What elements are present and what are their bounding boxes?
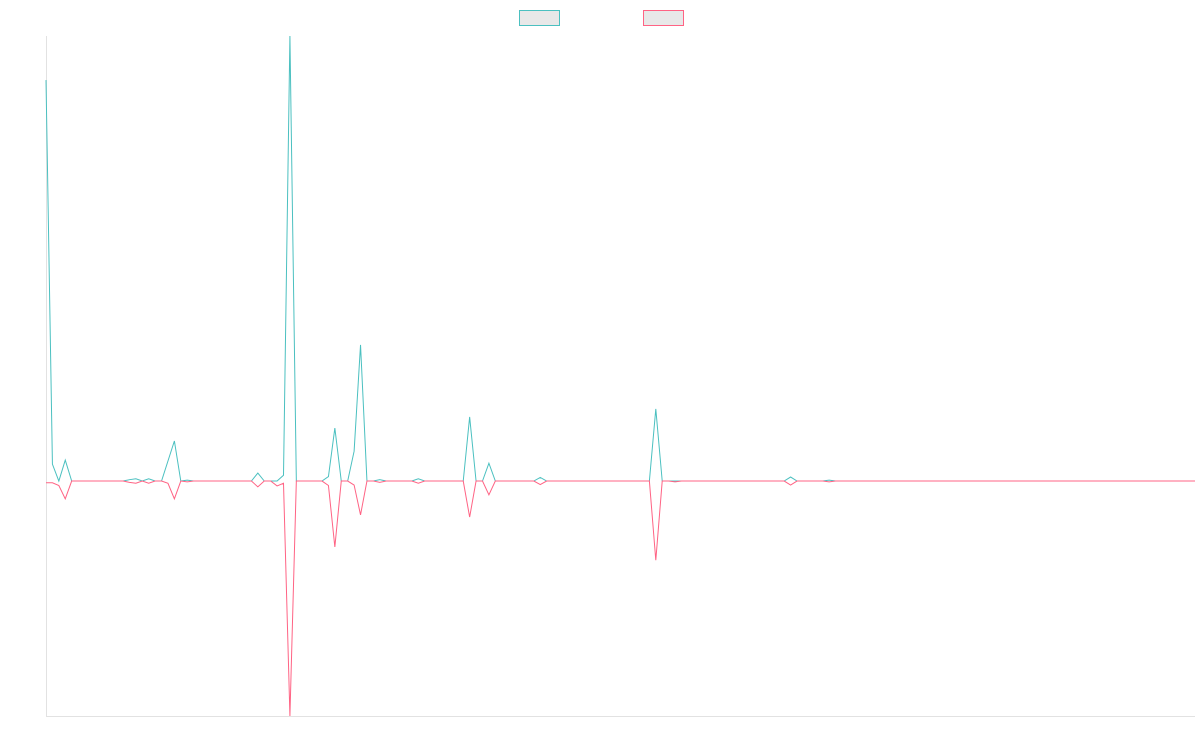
legend-swatch — [643, 10, 684, 26]
line-series — [46, 480, 1195, 717]
legend-swatch — [519, 10, 560, 26]
line-series — [45, 35, 1195, 483]
